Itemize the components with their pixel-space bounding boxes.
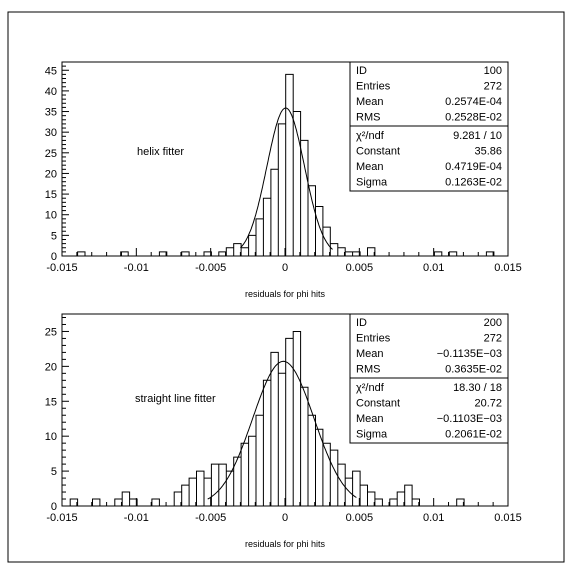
stats-value: 0.4719E-04 (445, 161, 502, 173)
stats-value: 9.281 / 10 (453, 130, 502, 142)
histogram-panel-helix: 0 5 10 15 20 25 30 35 40 45 -0.015 -0.01 -0.005 0 0.0… (45, 61, 522, 299)
stats-label: Mean (356, 413, 384, 425)
stats-value: 18.30 / 18 (453, 382, 502, 394)
histogram-panel-straight-line: 0 5 10 15 20 25 -0.015 -0.01 -0.005 0 0.005 0.01 0.… (45, 313, 522, 549)
x-axis-ticks: -0.015 -0.01 -0.005 0 0.005 0.01 0.015 (46, 498, 522, 524)
stats-label: Constant (356, 398, 400, 410)
x-tick-label: -0.01 (124, 512, 149, 524)
y-tick-label: 35 (45, 107, 57, 119)
stats-value: 272 (484, 333, 502, 345)
stats-value: 272 (484, 81, 502, 93)
stats-value: 20.72 (474, 398, 502, 410)
stats-box: ID 200 Entries 272 Mean −0.1135E−03 RMS 0.3635E… (349, 313, 509, 444)
stats-value: 35.86 (474, 146, 502, 158)
y-tick-label: 5 (51, 230, 57, 242)
y-tick-label: 40 (45, 86, 57, 98)
stats-label: Mean (356, 161, 384, 173)
y-axis-ticks: 0 5 10 15 20 25 (45, 316, 69, 513)
x-tick-label: -0.01 (124, 262, 149, 274)
stats-label: ID (356, 65, 367, 77)
stats-value: 200 (484, 317, 502, 329)
y-tick-label: 0 (51, 251, 57, 263)
stats-value: 0.2574E-04 (445, 96, 502, 108)
x-axis-label: residuals for phi hits (245, 539, 326, 549)
x-tick-label: 0.005 (346, 512, 374, 524)
panel-annotation: helix fitter (137, 146, 184, 158)
stats-value: 0.3635E-02 (445, 364, 502, 376)
stats-label: Constant (356, 146, 400, 158)
stats-value: 0.2528E-02 (445, 112, 502, 124)
stats-label: ID (356, 317, 367, 329)
y-tick-label: 15 (45, 396, 57, 408)
x-tick-label: 0.01 (423, 512, 444, 524)
y-tick-label: 25 (45, 148, 57, 160)
stats-value: −0.1135E−03 (437, 348, 502, 360)
gaussian-fit-curve (207, 360, 357, 500)
y-tick-label: 15 (45, 189, 57, 201)
x-tick-label: -0.005 (195, 512, 226, 524)
x-tick-label: 0 (282, 262, 288, 274)
x-tick-label: 0.015 (494, 262, 522, 274)
x-tick-label: -0.005 (195, 262, 226, 274)
x-tick-label: 0.015 (494, 512, 522, 524)
stats-label: Entries (356, 81, 391, 93)
stats-label: Sigma (356, 177, 388, 189)
histogram-bins (62, 331, 465, 507)
stats-label: RMS (356, 364, 380, 376)
stats-value: −0.1103E−03 (437, 413, 502, 425)
stats-value: 0.1263E-02 (445, 177, 502, 189)
x-tick-label: -0.015 (46, 512, 77, 524)
x-tick-label: -0.015 (46, 262, 77, 274)
histogram-bins (77, 73, 495, 256)
x-axis-ticks: -0.015 -0.01 -0.005 0 0.005 0.01 0.015 (46, 248, 522, 274)
panel-annotation: straight line fitter (135, 393, 216, 405)
gaussian-fit-curve (240, 107, 333, 250)
stats-box: ID 100 Entries 272 Mean 0.2574E-04 RMS 0.2528E-… (349, 61, 509, 192)
y-tick-label: 5 (51, 466, 57, 478)
stats-label: Mean (356, 96, 384, 108)
x-tick-label: 0.01 (423, 262, 444, 274)
stats-label: Mean (356, 348, 384, 360)
x-tick-label: 0.005 (346, 262, 374, 274)
stats-label: χ²/ndf (356, 382, 385, 394)
y-tick-label: 30 (45, 127, 57, 139)
stats-value: 100 (484, 65, 502, 77)
stats-label: RMS (356, 112, 380, 124)
x-tick-label: 0 (282, 512, 288, 524)
y-axis-ticks: 0 5 10 15 20 25 30 35 40 45 (45, 61, 69, 263)
y-tick-label: 0 (51, 501, 57, 513)
outer-frame (7, 11, 565, 563)
x-axis-label: residuals for phi hits (245, 289, 326, 299)
y-tick-label: 10 (45, 210, 57, 222)
y-tick-label: 10 (45, 431, 57, 443)
stats-label: Sigma (356, 429, 388, 441)
stats-label: χ²/ndf (356, 130, 385, 142)
stats-label: Entries (356, 333, 391, 345)
y-tick-label: 45 (45, 65, 57, 77)
y-tick-label: 20 (45, 168, 57, 180)
y-tick-label: 20 (45, 361, 57, 373)
stats-value: 0.2061E-02 (445, 429, 502, 441)
y-tick-label: 25 (45, 326, 57, 338)
